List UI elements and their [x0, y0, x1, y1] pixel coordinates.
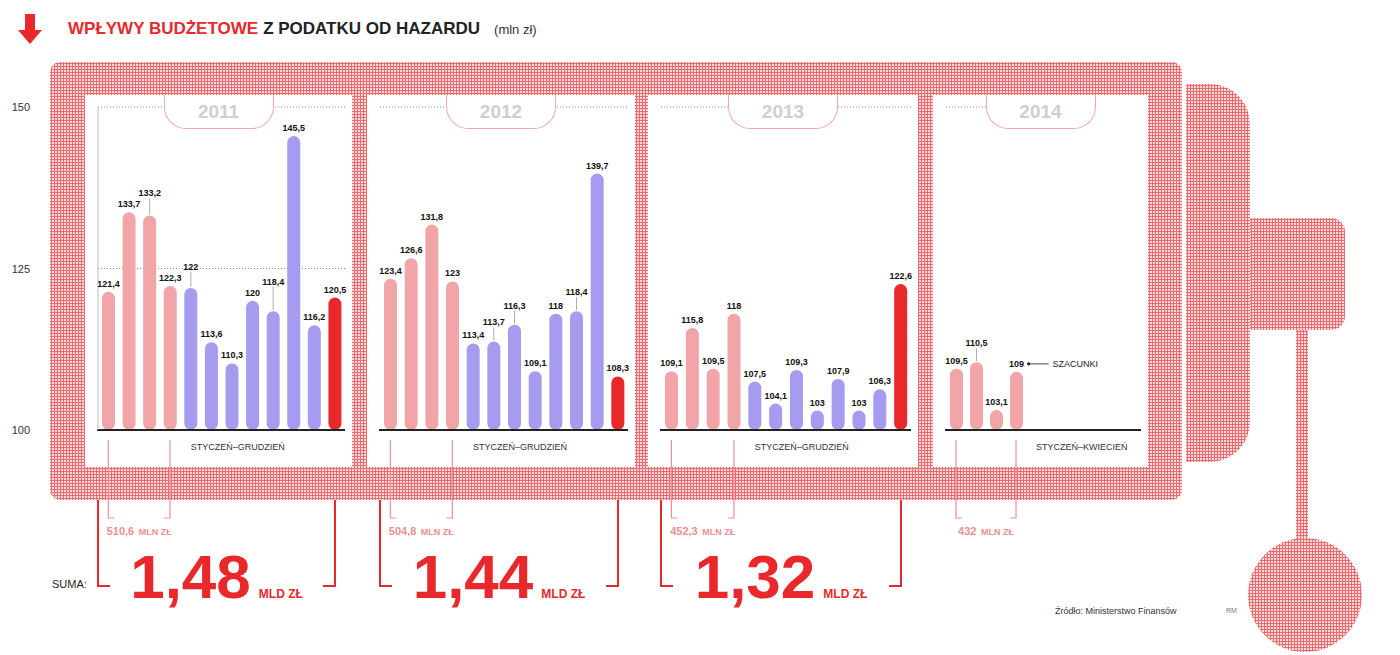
svg-text:131,8: 131,8	[421, 212, 444, 222]
svg-text:104,1: 104,1	[764, 391, 787, 401]
html-text:452,3 MLN ZŁ: 452,3 MLN ZŁ	[670, 525, 736, 537]
html-text:MLD ZŁ: MLD ZŁ	[541, 587, 586, 601]
svg-text:113,7: 113,7	[483, 317, 505, 327]
html-text:2014: 2014	[1019, 100, 1062, 122]
svg-text:107,5: 107,5	[744, 369, 767, 379]
svg-text:115,8: 115,8	[681, 315, 703, 325]
html-text:STYCZEŃ–KWIECIEŃ: STYCZEŃ–KWIECIEŃ	[1036, 442, 1128, 452]
svg-text:106,3: 106,3	[869, 376, 892, 386]
svg-text:139,7: 139,7	[586, 161, 609, 171]
svg-text:109: 109	[1009, 359, 1024, 369]
svg-text:122: 122	[183, 262, 198, 272]
svg-text:113,4: 113,4	[462, 330, 484, 340]
svg-text:109,3: 109,3	[785, 357, 808, 367]
html-text:432 MLN ZŁ: 432 MLN ZŁ	[958, 525, 1014, 537]
svg-text:109,5: 109,5	[945, 356, 968, 366]
svg-text:118: 118	[727, 301, 742, 311]
svg-text:118,4: 118,4	[262, 277, 284, 287]
html-text:2013: 2013	[761, 100, 805, 122]
html-text:1,44: 1,44	[412, 542, 534, 611]
svg-text:110,3: 110,3	[221, 350, 243, 360]
html-text:STYCZEŃ–GRUDZIEŃ: STYCZEŃ–GRUDZIEŃ	[754, 442, 849, 452]
svg-text:118,4: 118,4	[565, 287, 587, 297]
svg-text:121,4: 121,4	[97, 279, 120, 289]
svg-text:120,5: 120,5	[324, 285, 347, 295]
html-text:2011: 2011	[197, 100, 240, 122]
svg-text:133,2: 133,2	[138, 188, 161, 198]
svg-text:116,2: 116,2	[303, 312, 325, 322]
svg-text:100: 100	[12, 424, 30, 436]
svg-text:108,3: 108,3	[607, 363, 630, 373]
svg-text:103: 103	[851, 398, 866, 408]
svg-text:133,7: 133,7	[118, 199, 141, 209]
svg-text:122,6: 122,6	[889, 271, 912, 281]
svg-text:109,1: 109,1	[524, 358, 547, 368]
html-text:(mln zł): (mln zł)	[494, 22, 537, 37]
svg-text:145,5: 145,5	[282, 123, 305, 133]
svg-text:113,6: 113,6	[200, 329, 222, 339]
html-text:1,48: 1,48	[130, 542, 251, 611]
svg-text:120: 120	[245, 288, 260, 298]
html-text:RM: RM	[1226, 607, 1237, 614]
html-text:SUMA:: SUMA:	[52, 578, 87, 590]
html-text:MLD ZŁ: MLD ZŁ	[258, 587, 303, 601]
html-text:510,6 MLN ZŁ: 510,6 MLN ZŁ	[106, 525, 172, 537]
html-text:STYCZEŃ–GRUDZIEŃ: STYCZEŃ–GRUDZIEŃ	[190, 442, 285, 452]
svg-text:116,3: 116,3	[503, 301, 525, 311]
html-text:1,32: 1,32	[694, 542, 816, 611]
svg-text:103: 103	[810, 398, 825, 408]
svg-text:110,5: 110,5	[965, 338, 987, 348]
html-text:WPŁYWY BUDŻETOWE Z PODATKU OD: WPŁYWY BUDŻETOWE Z PODATKU OD HAZARDU	[68, 19, 481, 38]
svg-text:109,1: 109,1	[660, 358, 683, 368]
svg-text:150: 150	[12, 101, 30, 113]
html-text:Źródło: Ministerstwo Finansów: Źródło: Ministerstwo Finansów	[1055, 606, 1177, 616]
svg-text:118: 118	[549, 301, 564, 311]
svg-text:123,4: 123,4	[379, 266, 402, 276]
svg-text:125: 125	[12, 263, 30, 275]
html-text:2012: 2012	[479, 100, 523, 122]
html-text:STYCZEŃ–GRUDZIEŃ: STYCZEŃ–GRUDZIEŃ	[473, 442, 567, 452]
svg-text:103,1: 103,1	[985, 397, 1008, 407]
svg-text:109,5: 109,5	[702, 356, 725, 366]
svg-text:107,9: 107,9	[827, 366, 850, 376]
svg-text:SZACUNKI: SZACUNKI	[1053, 359, 1099, 369]
svg-text:122,3: 122,3	[159, 273, 182, 283]
html-text:MLD ZŁ: MLD ZŁ	[823, 587, 868, 601]
svg-text:123: 123	[445, 268, 460, 278]
html-text:504,8 MLN ZŁ: 504,8 MLN ZŁ	[388, 525, 454, 537]
svg-text:126,6: 126,6	[400, 245, 423, 255]
